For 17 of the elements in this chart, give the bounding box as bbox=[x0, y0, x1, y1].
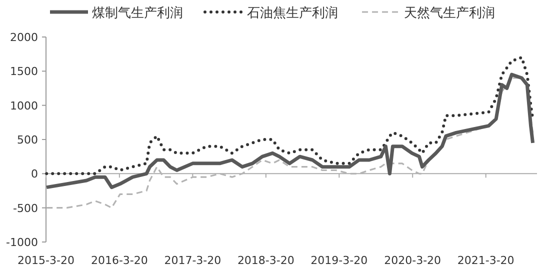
y-tick-label: 1000 bbox=[10, 99, 38, 112]
y-tick-label: -1000 bbox=[6, 236, 38, 249]
legend-label: 石油焦生产利润 bbox=[247, 6, 338, 21]
x-tick-label: 2019-3-20 bbox=[310, 254, 368, 267]
y-tick-label: -500 bbox=[13, 202, 38, 215]
x-tick-label: 2021-3-20 bbox=[457, 254, 514, 267]
y-tick-label: 2000 bbox=[10, 31, 38, 44]
x-tick-label: 2016-3-20 bbox=[90, 254, 148, 267]
y-tick-label: 500 bbox=[17, 134, 38, 146]
y-tick-label: 0 bbox=[31, 168, 38, 181]
x-tick-label: 2015-3-20 bbox=[18, 254, 74, 267]
legend-label: 天然气生产利润 bbox=[404, 6, 495, 21]
legend-label: 煤制气生产利润 bbox=[92, 6, 183, 21]
x-tick-label: 2018-3-20 bbox=[237, 254, 294, 267]
x-tick-label: 2017-3-20 bbox=[164, 254, 222, 267]
y-tick-label: 1500 bbox=[10, 65, 38, 78]
x-tick-label: 2020-3-20 bbox=[384, 254, 442, 267]
